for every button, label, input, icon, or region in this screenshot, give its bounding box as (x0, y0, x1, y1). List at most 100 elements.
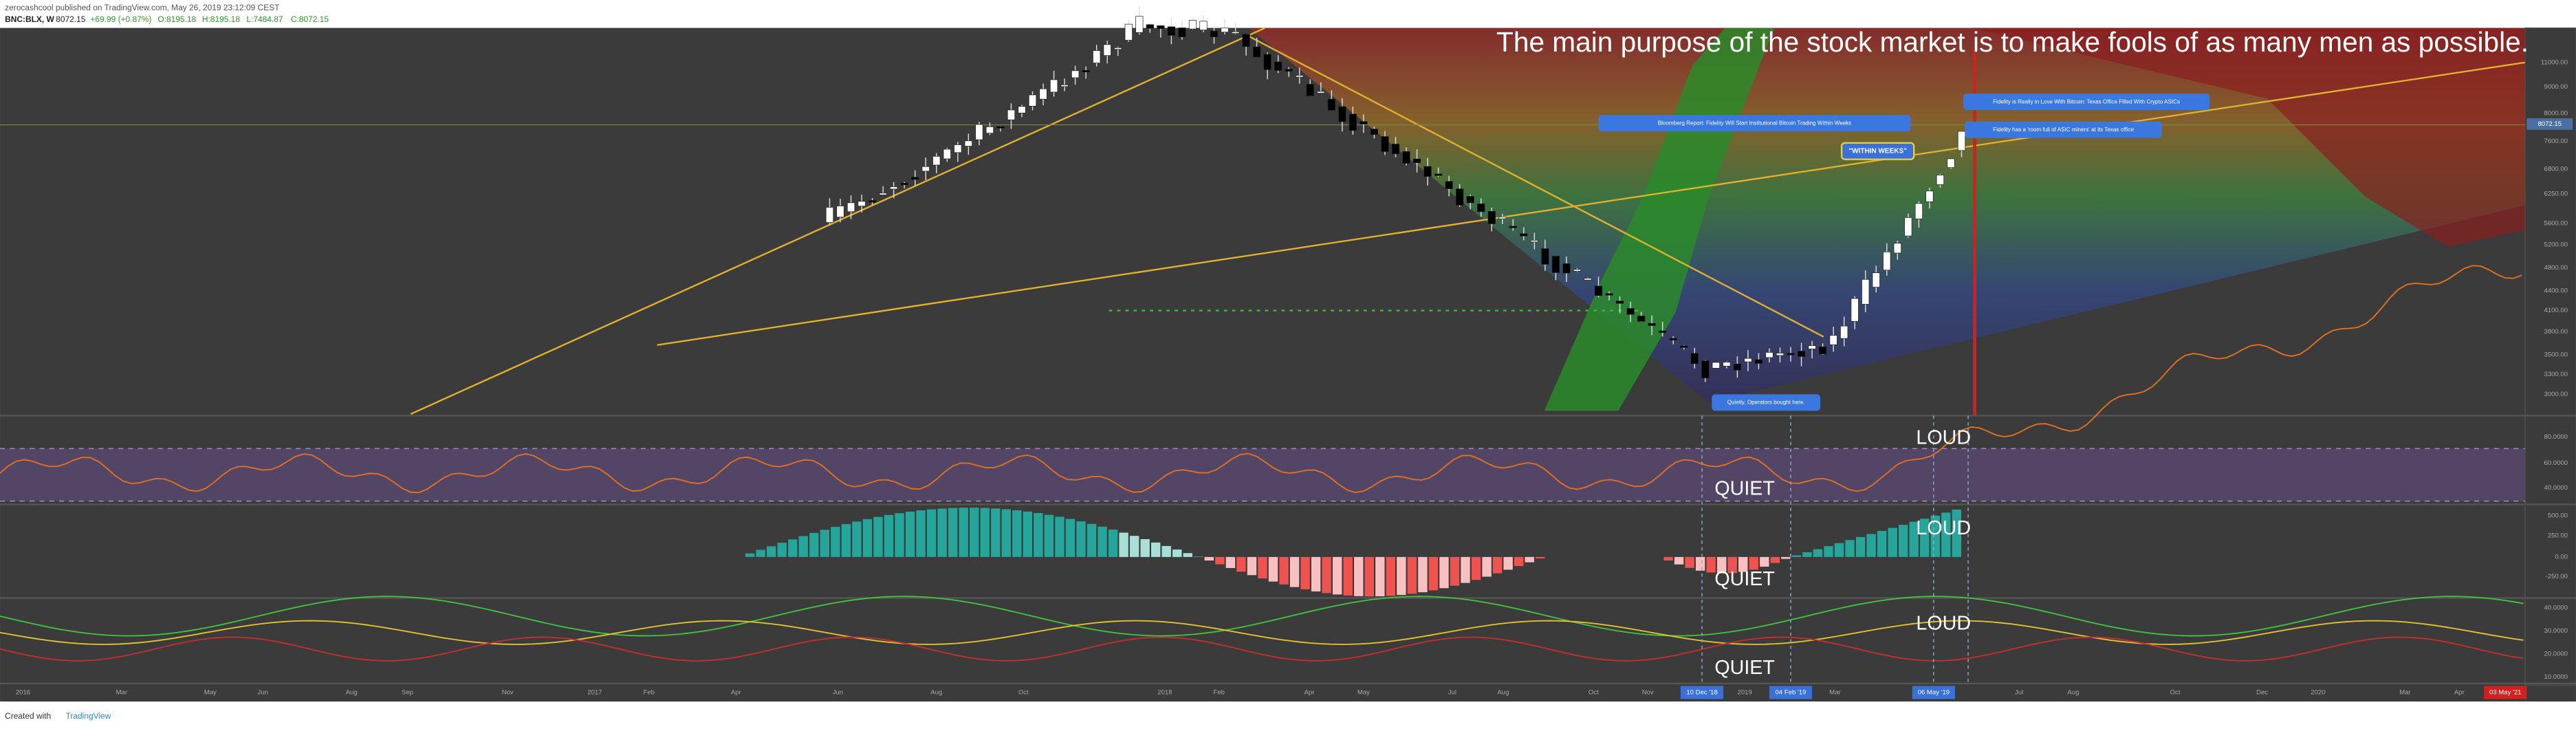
candle (879, 193, 887, 195)
axis-label: 30.0000 (2544, 627, 2568, 635)
histogram-bar (1225, 556, 1236, 568)
candle (1840, 325, 1848, 339)
histogram-bar (756, 550, 765, 557)
histogram-bar (1268, 556, 1278, 582)
histogram-bar (970, 508, 979, 557)
histogram-bar (1322, 556, 1331, 594)
candle (1477, 203, 1485, 213)
candle (975, 124, 983, 140)
candle (1551, 256, 1560, 273)
candle (964, 140, 972, 146)
axis-label: 5600.00 (2544, 219, 2568, 227)
histogram-bar (1749, 556, 1758, 570)
date-label: Apr (1305, 688, 1316, 696)
date-label: Mar (1829, 688, 1841, 696)
candle (1701, 360, 1710, 378)
histogram-bar (777, 543, 787, 557)
axis-label: 6250.00 (2544, 190, 2568, 197)
candle (1167, 26, 1175, 36)
candle (1530, 240, 1538, 243)
candle (1626, 308, 1635, 315)
histogram-bar (905, 511, 915, 557)
histogram-bar (1706, 556, 1716, 573)
candle (943, 149, 951, 160)
quote: The main purpose of the stock market is … (1496, 26, 2529, 58)
candle (911, 177, 919, 180)
candle (1829, 335, 1837, 345)
histogram-bar (991, 508, 1001, 557)
candle (1285, 69, 1293, 72)
histogram-bar (1001, 509, 1011, 557)
candle (954, 144, 962, 153)
histogram-bar (1087, 523, 1097, 557)
date-badge-text: 06 May '19 (1918, 688, 1950, 696)
candle (1456, 188, 1464, 206)
volume-label: QUIET (1714, 568, 1775, 590)
histogram-bar (1536, 556, 1545, 559)
candle (1872, 272, 1880, 287)
candle (1188, 20, 1197, 30)
footer-prefix: Created with (5, 711, 51, 721)
date-label: Feb (1213, 688, 1224, 696)
date-label: Aug (2067, 688, 2079, 696)
volume-label: LOUD (1916, 517, 1971, 539)
axis-label: 7600.00 (2544, 138, 2568, 145)
callout (1965, 121, 2162, 138)
histogram-bar (1824, 546, 1833, 557)
candle (1893, 243, 1901, 254)
histogram-bar (873, 516, 883, 557)
axis-label: 4100.00 (2544, 307, 2568, 314)
ohlc: H:8195.18 (202, 14, 240, 24)
histogram-bar (1898, 525, 1908, 557)
candle (1733, 363, 1742, 371)
histogram-bar (1364, 556, 1374, 597)
histogram-bar (820, 530, 829, 557)
date-label: Nov (502, 688, 514, 696)
histogram-bar (1023, 511, 1033, 557)
histogram-bar (1161, 545, 1171, 557)
histogram-bar (1172, 550, 1182, 557)
histogram-bar (1055, 516, 1065, 557)
candle (1669, 338, 1677, 340)
candle (900, 182, 908, 186)
histogram-bar (1300, 556, 1310, 590)
histogram-bar (1717, 556, 1727, 574)
candle (1541, 248, 1549, 265)
candle (1391, 144, 1400, 155)
candle (1947, 158, 1955, 168)
candle (1018, 106, 1026, 113)
histogram-bar (862, 519, 873, 557)
axis-label: 10.0000 (2544, 673, 2568, 681)
histogram-bar (1343, 556, 1353, 596)
histogram-bar (1866, 534, 1876, 557)
volume-label: LOUD (1916, 612, 1971, 634)
axis-label: 40.0000 (2544, 604, 2568, 611)
callout (1840, 142, 1915, 160)
histogram-bar (1119, 532, 1128, 557)
candle (1007, 109, 1016, 120)
histogram-bar (1311, 556, 1321, 591)
candle (1327, 98, 1335, 111)
histogram-bar (1482, 556, 1492, 577)
histogram-bar (852, 521, 862, 557)
candle (1573, 269, 1582, 272)
histogram-bar (1525, 556, 1534, 563)
candle (1060, 85, 1069, 87)
axis-label: 250.00 (2548, 532, 2568, 539)
candle (1157, 25, 1165, 29)
date-label: May (204, 688, 217, 696)
histogram-bar (1354, 556, 1364, 596)
histogram-bar (1663, 556, 1673, 561)
histogram-bar (937, 508, 947, 557)
candle (836, 206, 844, 218)
histogram-bar (1150, 542, 1161, 557)
date-label: Oct (1018, 688, 1029, 696)
axis-label: -250.00 (2546, 573, 2568, 580)
date-label: Apr (731, 688, 742, 696)
histogram-bar (1332, 556, 1342, 595)
histogram-bar (895, 513, 904, 557)
candle (1274, 61, 1282, 71)
candle (1082, 69, 1090, 73)
histogram-bar (1108, 530, 1118, 557)
callout-text: "WITHIN WEEKS" (1848, 147, 1907, 155)
